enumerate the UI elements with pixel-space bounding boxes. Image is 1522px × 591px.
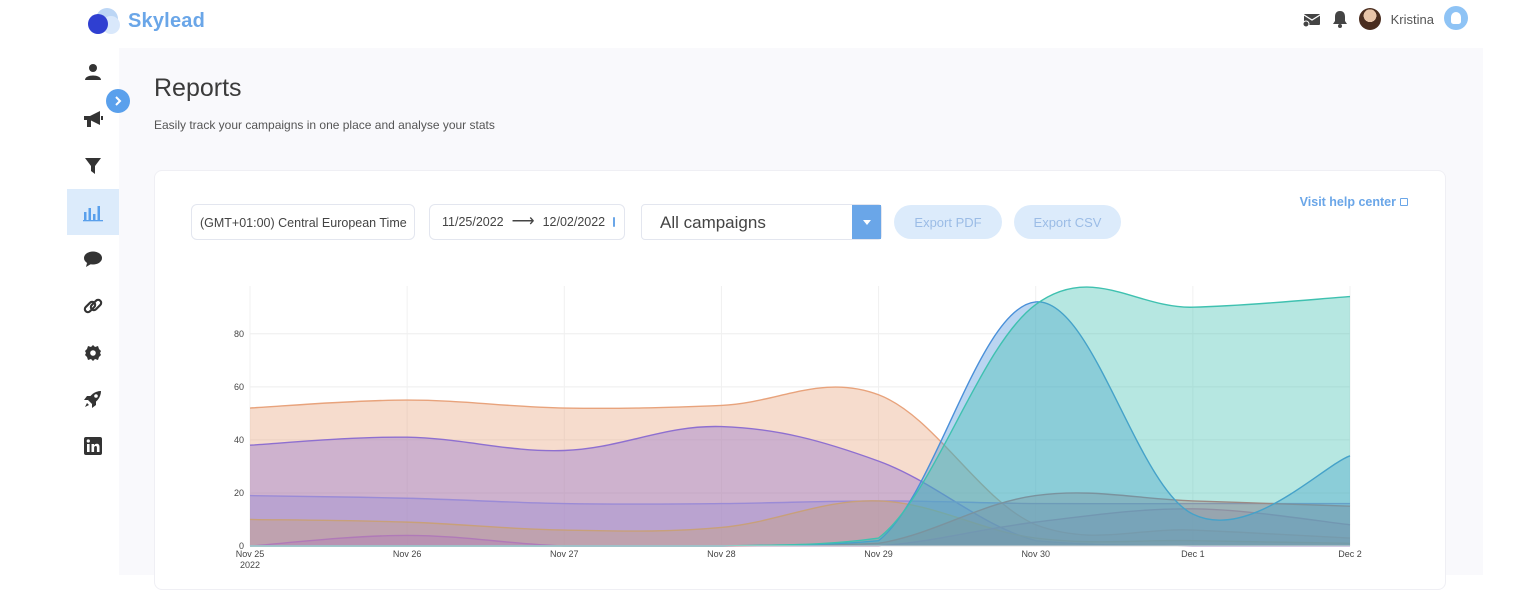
campaign-select[interactable]: All campaigns [641, 204, 882, 240]
export-csv-button[interactable]: Export CSV [1014, 205, 1121, 239]
x-tick-label: Nov 25 [236, 549, 265, 559]
sidebar [67, 48, 119, 575]
person-icon [85, 64, 101, 80]
series-area-4 [250, 508, 1350, 546]
chart-bar-icon [83, 206, 103, 222]
series-area-6 [250, 301, 1350, 546]
series-area-1 [250, 426, 1350, 546]
sidebar-item-linkedin[interactable] [67, 423, 119, 469]
chevron-right-icon [115, 96, 122, 106]
calendar-icon [613, 217, 616, 227]
y-tick-label: 20 [234, 488, 244, 498]
avatar[interactable] [1358, 8, 1381, 30]
y-tick-label: 0 [239, 541, 244, 551]
help-center-label: Visit help center [1299, 195, 1396, 209]
page-subtitle: Easily track your campaigns in one place… [154, 118, 495, 132]
x-tick-label: Nov 30 [1021, 549, 1050, 559]
arrow-right-icon: ⟶ [511, 213, 535, 230]
x-tick-label: Nov 26 [393, 549, 422, 559]
y-tick-label: 80 [234, 329, 244, 339]
top-bar: Skylead Kristina [0, 0, 1522, 48]
y-tick-label: 60 [234, 382, 244, 392]
timezone-select[interactable]: (GMT+01:00) Central European Time [191, 204, 415, 240]
x-tick-label: Nov 29 [864, 549, 893, 559]
chat-icon [84, 251, 102, 267]
export-pdf-button[interactable]: Export PDF [894, 205, 1002, 239]
filter-icon [85, 158, 101, 174]
sidebar-expand-button[interactable] [106, 89, 130, 113]
link-icon [83, 298, 103, 314]
page-title: Reports [154, 74, 242, 102]
series-area-0 [250, 387, 1350, 546]
sidebar-item-reports[interactable] [67, 189, 119, 235]
series-line-3 [249, 500, 1351, 545]
x-tick-label: Dec 1 [1181, 549, 1205, 559]
series-line-0 [249, 386, 1351, 539]
settings-icon [85, 345, 101, 361]
x-tick-label: Nov 28 [707, 549, 736, 559]
megaphone-icon [84, 111, 103, 127]
campaign-select-value: All campaigns [660, 213, 766, 232]
lightbulb-icon[interactable] [1444, 6, 1468, 30]
logo-mark-icon [86, 6, 122, 36]
series-area-2 [250, 495, 1350, 546]
x-year-label: 2022 [240, 560, 260, 570]
rocket-icon [84, 391, 101, 408]
sidebar-item-campaigns[interactable] [67, 96, 119, 142]
series-area-3 [250, 500, 1350, 546]
external-link-icon [1400, 198, 1408, 206]
date-to: 12/02/2022 [542, 215, 606, 229]
y-tick-label: 40 [234, 435, 244, 445]
user-name[interactable]: Kristina [1390, 11, 1434, 27]
report-card: (GMT+01:00) Central European Time 11/25/… [154, 170, 1446, 590]
x-tick-label: Dec 2 [1338, 549, 1362, 559]
sidebar-item-filters[interactable] [67, 143, 119, 189]
main-content: Reports Easily track your campaigns in o… [119, 48, 1483, 590]
linkedin-icon [84, 437, 102, 455]
user-area: Kristina [1302, 8, 1460, 30]
series-area-5 [250, 492, 1350, 546]
sidebar-item-rocket[interactable] [67, 376, 119, 422]
date-from: 11/25/2022 [442, 215, 504, 229]
series-area-7 [250, 287, 1350, 546]
mail-icon[interactable] [1302, 10, 1321, 28]
app-name: Skylead [128, 9, 206, 32]
help-center-link[interactable]: Visit help center [1300, 195, 1408, 209]
series-line-2 [249, 494, 1350, 505]
sidebar-item-leads[interactable] [67, 49, 119, 95]
app-logo[interactable]: Skylead [86, 6, 205, 36]
bell-icon[interactable] [1331, 10, 1349, 28]
sidebar-item-integrations[interactable] [67, 283, 119, 329]
sidebar-item-inbox[interactable] [67, 236, 119, 282]
sidebar-item-settings[interactable] [67, 330, 119, 376]
chevron-down-icon[interactable] [852, 205, 881, 239]
campaign-stats-chart: 0 20 40 60 80 Nov 25 Nov 26 Nov 27 Nov 28 Nov 29 N… [234, 286, 1362, 570]
x-tick-label: Nov 27 [550, 549, 579, 559]
date-range-picker[interactable]: 11/25/2022 ⟶ 12/02/2022 [429, 204, 625, 240]
